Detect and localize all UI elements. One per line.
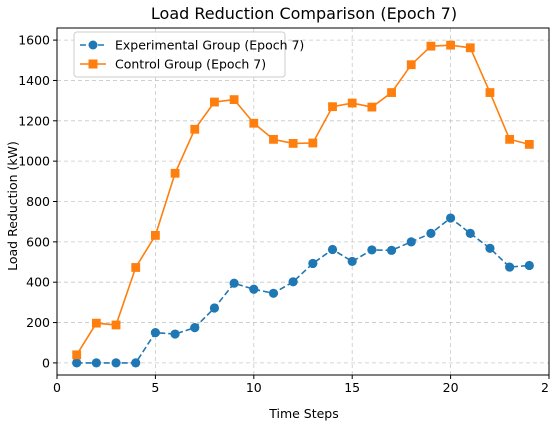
data-point-experimental	[406, 237, 416, 247]
data-point-experimental	[426, 228, 436, 238]
series-line-control	[76, 44, 530, 356]
x-tick-label: 20	[443, 380, 459, 395]
data-point-control	[426, 41, 436, 51]
data-point-control	[170, 168, 180, 178]
x-tick-label: 25	[541, 380, 550, 395]
x-tick-label: 0	[53, 380, 61, 395]
x-tick-label: 10	[246, 380, 262, 395]
data-point-experimental	[446, 213, 456, 223]
data-point-control	[406, 60, 416, 70]
data-point-experimental	[91, 358, 101, 368]
data-point-experimental	[505, 262, 515, 272]
y-tick-label: 1200	[18, 113, 50, 128]
legend-box	[73, 31, 286, 78]
y-tick-label: 600	[26, 234, 50, 249]
y-tick-label: 0	[42, 355, 50, 370]
data-point-control	[190, 124, 200, 134]
y-tick-label: 1000	[18, 154, 50, 169]
grid	[56, 28, 550, 375]
data-point-experimental	[465, 228, 475, 238]
data-point-control	[367, 102, 377, 112]
data-point-control	[210, 97, 219, 107]
y-tick-label: 200	[26, 315, 50, 330]
data-point-experimental	[288, 277, 298, 287]
data-point-control	[269, 134, 278, 144]
data-point-control	[308, 138, 318, 148]
legend-marker-control	[88, 59, 98, 69]
data-point-control	[505, 134, 515, 144]
data-point-experimental	[268, 288, 279, 298]
data-point-experimental	[150, 328, 160, 338]
data-point-control	[465, 43, 475, 53]
data-point-control	[524, 140, 534, 149]
data-point-control	[328, 102, 337, 112]
series-line-experimental	[76, 217, 530, 364]
y-tick-label: 1400	[18, 73, 50, 88]
chart-title: Load Reduction Comparison (Epoch 7)	[151, 4, 457, 23]
data-point-experimental	[229, 278, 239, 288]
x-axis-label: Time Steps	[268, 406, 339, 421]
y-tick-label: 1600	[18, 33, 50, 48]
axis-ticks: 0 5 10 15 20 25 0 200 400 600 800 1000 1200 1400 1600	[18, 33, 550, 395]
data-point-control	[72, 350, 82, 360]
x-tick-label: 15	[344, 380, 360, 395]
series-control	[72, 40, 534, 360]
legend-marker-experimental	[88, 40, 98, 50]
data-point-control	[111, 320, 121, 330]
data-point-experimental	[327, 244, 338, 255]
series-layer	[72, 40, 534, 368]
legend: Experimental Group (Epoch 7) Control Gro…	[73, 31, 304, 78]
data-point-control	[485, 88, 495, 97]
data-point-experimental	[367, 245, 377, 255]
y-axis-label: Load Reduction (kW)	[5, 141, 20, 271]
data-point-experimental	[209, 303, 220, 313]
data-point-control	[446, 40, 455, 50]
data-point-experimental	[347, 256, 357, 267]
data-point-experimental	[131, 358, 141, 368]
data-point-experimental	[190, 322, 200, 333]
data-point-control	[288, 138, 298, 148]
data-point-control	[387, 88, 396, 97]
data-point-experimental	[249, 284, 259, 294]
data-point-control	[249, 118, 259, 128]
legend-label-control: Control Group (Epoch 7)	[115, 57, 266, 72]
x-tick-label: 5	[151, 380, 159, 395]
data-point-control	[347, 98, 357, 108]
y-tick-label: 400	[26, 275, 50, 290]
legend-label-experimental: Experimental Group (Epoch 7)	[115, 38, 304, 53]
data-point-experimental	[524, 260, 534, 271]
data-point-experimental	[485, 243, 495, 253]
data-point-experimental	[111, 358, 121, 368]
data-point-experimental	[72, 358, 82, 368]
data-point-experimental	[386, 245, 397, 255]
series-experimental	[72, 213, 534, 368]
data-point-control	[151, 230, 160, 240]
data-point-control	[229, 95, 239, 105]
data-point-control	[91, 318, 101, 328]
data-point-experimental	[170, 329, 180, 339]
data-point-control	[131, 263, 141, 272]
data-point-experimental	[308, 258, 318, 269]
y-tick-label: 800	[26, 194, 50, 209]
